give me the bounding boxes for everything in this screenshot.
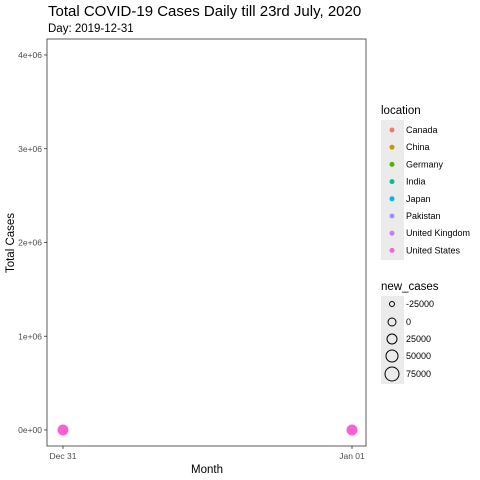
y-tick-label: 2e+06 (18, 238, 42, 248)
legend-key-united-kingdom (389, 230, 395, 236)
legend-label: Japan (406, 194, 431, 204)
size-legend-label: 25000 (406, 334, 431, 344)
plot-panel (46, 38, 367, 447)
y-tick-label: 4e+06 (18, 50, 42, 60)
location-legend: location Canada China Germany India Japan Pak… (381, 105, 470, 260)
data-point (346, 424, 358, 436)
x-axis-title: Month (191, 464, 223, 476)
data-point (57, 424, 69, 436)
size-legend-key (387, 317, 397, 327)
legend-label: United States (406, 245, 461, 255)
size-legend-key (384, 366, 400, 382)
location-legend-title: location (381, 105, 421, 117)
legend-label: China (406, 142, 430, 152)
size-legend-key (385, 349, 399, 363)
size-legend-key (389, 301, 395, 307)
legend-key-germany (389, 161, 395, 167)
x-axis: Dec 31 Jan 01 (50, 446, 365, 461)
legend-key-united-states (389, 247, 395, 253)
legend-label: United Kingdom (406, 228, 470, 238)
chart-subtitle: Day: 2019-12-31 (48, 23, 134, 35)
data-points (57, 424, 358, 436)
legend-key-japan (389, 196, 395, 202)
size-legend-label: 0 (406, 317, 411, 327)
location-legend-key-bg (381, 120, 404, 260)
legend-key-india (389, 179, 395, 185)
size-legend-label: 50000 (406, 351, 431, 361)
size-legend-label: -25000 (406, 299, 434, 309)
legend-key-canada (389, 127, 395, 133)
x-tick-label: Jan 01 (339, 451, 365, 461)
legend-label: Germany (406, 159, 444, 169)
size-legend-label: 75000 (406, 369, 431, 379)
new-cases-legend-key-bg (381, 296, 404, 384)
y-tick-label: 1e+06 (18, 331, 42, 341)
y-tick-label: 0e+00 (18, 425, 42, 435)
new-cases-legend: new_cases -25000 0 25000 50000 75000 (381, 281, 439, 384)
y-tick-label: 3e+06 (18, 144, 42, 154)
legend-label: Canada (406, 125, 438, 135)
legend-label: India (406, 177, 426, 187)
y-axis-title: Total Cases (5, 213, 17, 273)
legend-key-pakistan (389, 213, 395, 219)
y-axis: 0e+00 1e+06 2e+06 3e+06 4e+06 (18, 50, 47, 435)
legend-key-china (389, 144, 395, 150)
chart-title: Total COVID-19 Cases Daily till 23rd Jul… (48, 3, 361, 20)
legend-label: Pakistan (406, 211, 441, 221)
x-tick-label: Dec 31 (50, 451, 77, 461)
size-legend-key (386, 333, 398, 345)
new-cases-legend-title: new_cases (381, 281, 439, 293)
